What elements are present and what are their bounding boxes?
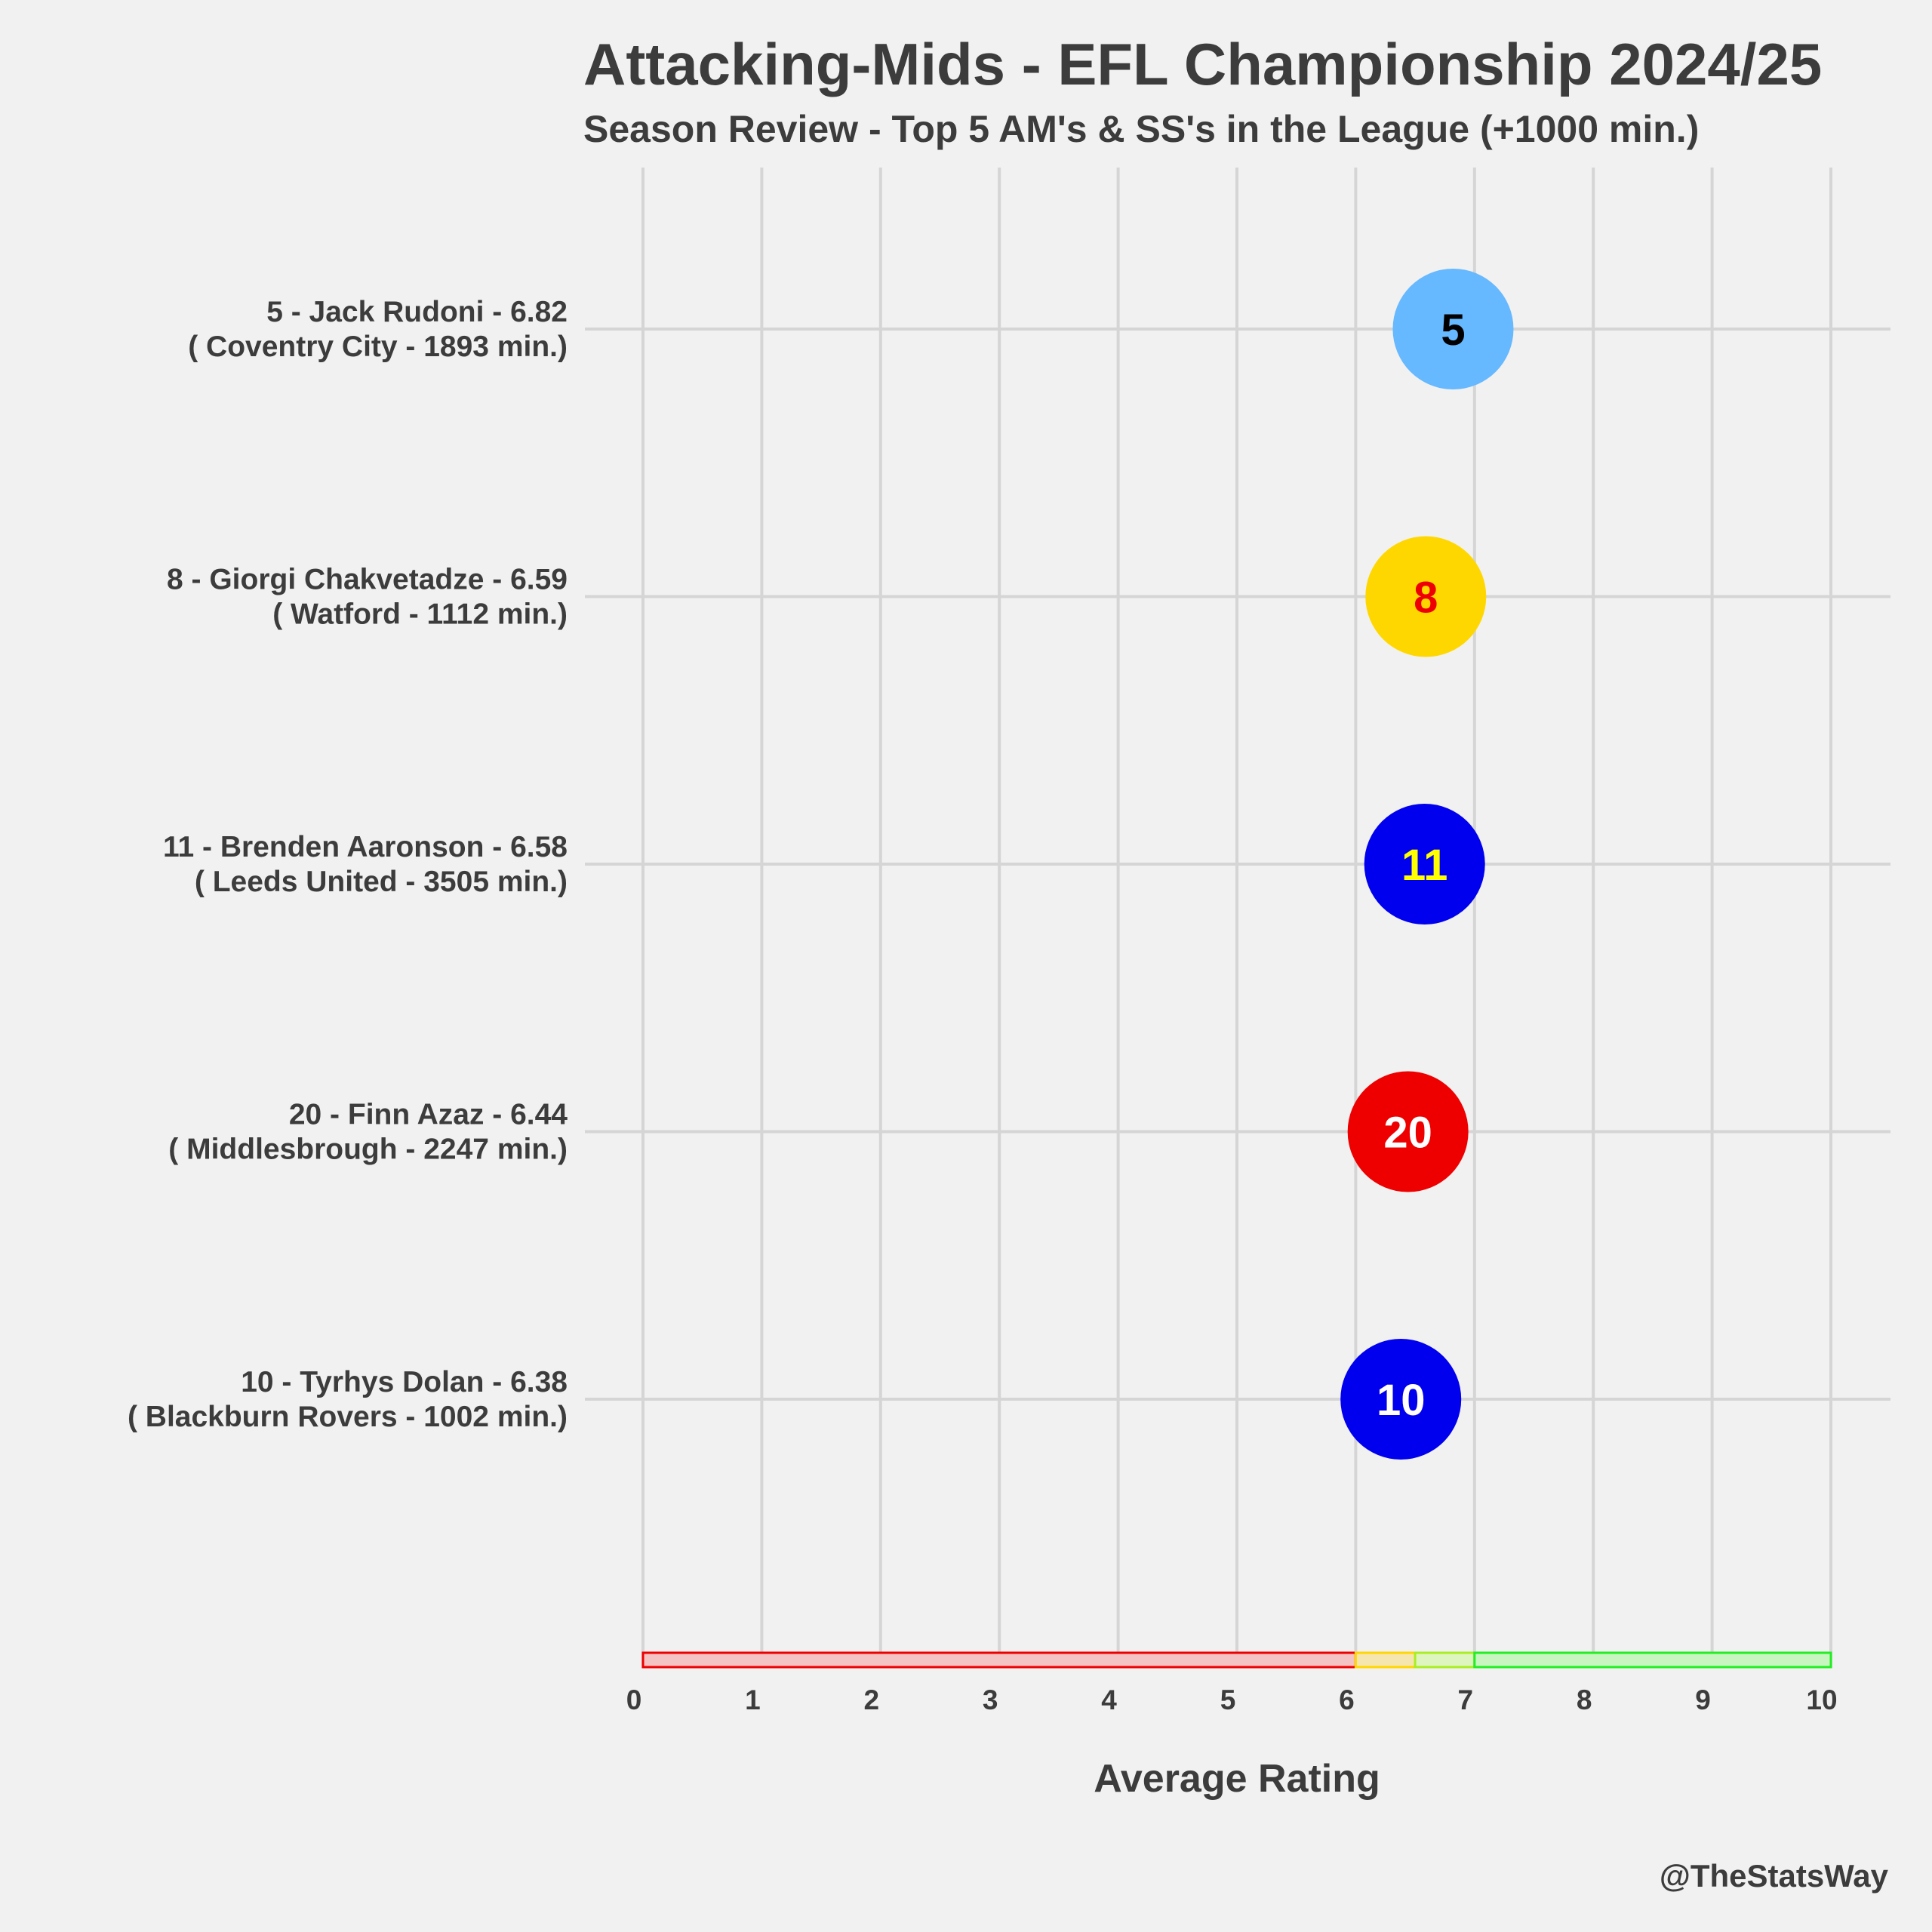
rating-band-bar xyxy=(641,1651,1832,1669)
x-tick-label: 0 xyxy=(626,1684,642,1715)
x-tick-label: 9 xyxy=(1695,1684,1711,1715)
player-sublabel: ( Watford - 1112 min.) xyxy=(272,598,568,631)
player-markers: 5 8 11 20 10 xyxy=(1340,269,1514,1460)
x-tick-label: 4 xyxy=(1101,1684,1117,1715)
x-tick-label: 7 xyxy=(1458,1684,1474,1715)
x-axis-label: Average Rating xyxy=(1094,1757,1380,1801)
x-tick-label: 5 xyxy=(1220,1684,1236,1715)
player-marker-number: 8 xyxy=(1414,574,1438,623)
player-label: 20 - Finn Azaz - 6.44 xyxy=(289,1099,568,1131)
player-marker xyxy=(1392,269,1514,389)
player-sublabel: ( Coventry City - 1893 min.) xyxy=(188,331,568,363)
player-sublabel: ( Middlesbrough - 2247 min.) xyxy=(168,1134,568,1166)
rating-band xyxy=(641,1651,1357,1669)
player-marker-number: 11 xyxy=(1401,841,1447,890)
player-marker xyxy=(1364,804,1485,924)
x-tick-label: 2 xyxy=(864,1684,880,1715)
rating-band xyxy=(1354,1651,1417,1669)
player-label: 5 - Jack Rudoni - 6.82 xyxy=(266,296,568,328)
player-marker-number: 5 xyxy=(1441,306,1465,355)
player-sublabel: ( Leeds United - 3505 min.) xyxy=(195,866,568,898)
player-label: 10 - Tyrhys Dolan - 6.38 xyxy=(241,1366,568,1398)
player-marker-number: 20 xyxy=(1383,1109,1432,1158)
player-labels: 5 - Jack Rudoni - 6.82 ( Coventry City -… xyxy=(128,296,568,1433)
x-tick-label: 8 xyxy=(1577,1684,1592,1715)
rating-band xyxy=(1473,1651,1832,1669)
x-tick-label: 3 xyxy=(983,1684,998,1715)
rating-band xyxy=(1414,1651,1476,1669)
player-marker xyxy=(1340,1339,1462,1460)
x-tick-label: 1 xyxy=(745,1684,761,1715)
credit-handle: @TheStatsWay xyxy=(1660,1858,1889,1894)
chart-subtitle: Season Review - Top 5 AM's & SS's in the… xyxy=(583,108,1699,150)
player-sublabel: ( Blackburn Rovers - 1002 min.) xyxy=(128,1401,568,1433)
x-tick-label: 10 xyxy=(1806,1684,1837,1715)
horizontal-gridlines xyxy=(585,328,1890,1401)
player-label: 11 - Brenden Aaronson - 6.58 xyxy=(163,831,568,863)
player-label: 8 - Giorgi Chakvetadze - 6.59 xyxy=(167,564,568,596)
player-marker-number: 10 xyxy=(1377,1376,1426,1425)
player-marker xyxy=(1347,1071,1469,1192)
player-marker xyxy=(1365,536,1487,657)
x-tick-labels: 0 1 2 3 4 5 6 7 8 9 10 xyxy=(626,1684,1838,1715)
vertical-gridlines xyxy=(641,168,1832,1668)
x-tick-label: 6 xyxy=(1339,1684,1355,1715)
chart-title: Attacking-Mids - EFL Championship 2024/2… xyxy=(583,31,1822,97)
